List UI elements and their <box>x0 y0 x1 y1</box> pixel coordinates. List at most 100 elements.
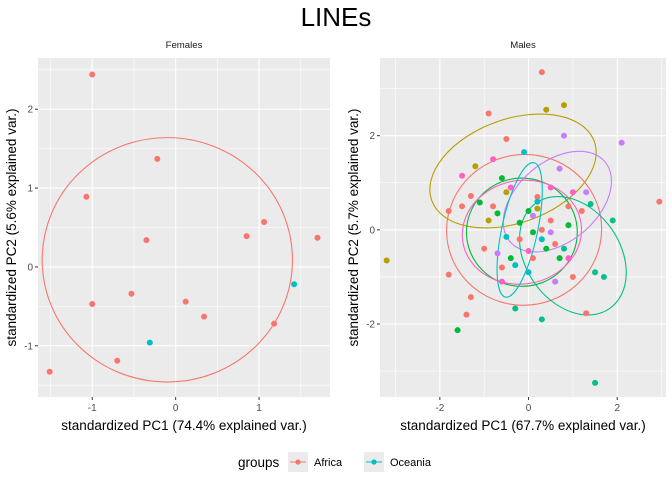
data-point <box>512 262 519 269</box>
legend-item-africa: Africa <box>288 452 343 472</box>
data-point <box>507 184 514 191</box>
data-point <box>525 248 532 255</box>
data-point <box>507 255 514 262</box>
data-point <box>143 237 150 244</box>
facet-strip-label: Females <box>166 40 203 51</box>
data-point <box>485 110 492 117</box>
legend-item-oceania: Oceania <box>364 452 432 472</box>
facet-panel-males: Males -2 0 2 -2 0 2 standardized PC1 (67.7% exp… <box>346 34 666 433</box>
data-point <box>534 198 541 205</box>
facet-strip <box>380 34 666 58</box>
data-point <box>656 198 663 205</box>
data-point <box>114 357 121 364</box>
data-point <box>383 257 390 264</box>
data-point <box>521 149 528 156</box>
data-point <box>609 217 616 224</box>
data-point <box>543 245 550 252</box>
data-point <box>503 135 510 142</box>
x-axis-title: standardized PC1 (74.4% explained var.) <box>61 418 306 433</box>
normal-ellipse <box>41 137 294 383</box>
data-point <box>543 106 550 113</box>
data-point <box>538 226 545 233</box>
data-point <box>154 155 161 162</box>
data-point <box>459 203 466 210</box>
data-point <box>583 189 590 196</box>
normal-ellipse <box>465 177 578 287</box>
data-point <box>89 300 96 307</box>
data-point <box>534 193 541 200</box>
data-point <box>89 71 96 78</box>
data-point <box>547 217 554 224</box>
data-point <box>490 156 497 163</box>
data-point <box>583 310 590 317</box>
data-point <box>46 368 53 375</box>
facet-strip <box>38 34 330 58</box>
data-point <box>243 233 250 240</box>
data-point <box>498 264 505 271</box>
data-point <box>467 192 474 199</box>
data-point <box>552 240 559 247</box>
data-point <box>314 234 321 241</box>
data-point <box>569 189 576 196</box>
data-point <box>261 218 268 225</box>
y-axis-title: standardized PC2 (5.7% explained var.) <box>346 109 361 347</box>
x-tick-label: 0 <box>526 403 532 414</box>
data-point <box>525 269 532 276</box>
x-tick-label: 1 <box>256 403 262 414</box>
data-layer <box>41 71 321 383</box>
data-point <box>476 199 483 206</box>
data-point <box>565 222 572 229</box>
data-point <box>516 219 523 226</box>
data-layer <box>383 69 663 386</box>
data-point <box>445 208 452 215</box>
data-point <box>569 273 576 280</box>
data-point <box>485 217 492 224</box>
data-point <box>538 316 545 323</box>
data-point <box>494 210 501 217</box>
y-tick-label: -1 <box>24 341 33 352</box>
legend-label-africa: Africa <box>314 457 343 469</box>
data-point <box>600 273 607 280</box>
data-point <box>538 236 545 243</box>
data-point <box>463 311 470 318</box>
data-point <box>565 255 572 262</box>
data-point <box>592 269 599 276</box>
data-point <box>529 255 536 262</box>
data-point <box>556 255 563 262</box>
data-point <box>481 245 488 252</box>
data-point <box>201 313 208 320</box>
x-tick-label: -2 <box>435 403 444 414</box>
y-tick-label: 2 <box>27 105 33 116</box>
y-tick-label: 2 <box>369 131 375 142</box>
legend-key-point <box>295 459 301 465</box>
y-tick-label: 1 <box>27 184 33 195</box>
x-axis-title: standardized PC1 (67.7% explained var.) <box>400 418 645 433</box>
x-tick-label: -1 <box>88 403 97 414</box>
normal-ellipse <box>496 161 543 298</box>
legend-label-oceania: Oceania <box>390 457 432 469</box>
data-point <box>534 205 541 212</box>
legend-key-point <box>371 459 377 465</box>
y-tick-label: 0 <box>369 225 375 236</box>
data-point <box>516 236 523 243</box>
data-point <box>128 290 135 297</box>
data-point <box>503 189 510 196</box>
x-tick-label: 2 <box>614 403 620 414</box>
y-axis-title: standardized PC2 (5.6% explained var.) <box>4 109 19 347</box>
data-point <box>271 320 278 327</box>
panel-background <box>380 58 666 397</box>
y-tick-label: 0 <box>27 262 33 273</box>
data-point <box>490 203 497 210</box>
data-point <box>83 193 90 200</box>
facet-strip-label: Males <box>510 40 536 51</box>
data-point <box>547 229 554 236</box>
data-point <box>561 245 568 252</box>
data-point <box>182 298 189 305</box>
data-point <box>618 139 625 146</box>
data-point <box>561 102 568 109</box>
data-point <box>291 281 298 288</box>
normal-ellipse <box>502 150 612 253</box>
data-point <box>552 278 559 285</box>
data-point <box>498 175 505 182</box>
